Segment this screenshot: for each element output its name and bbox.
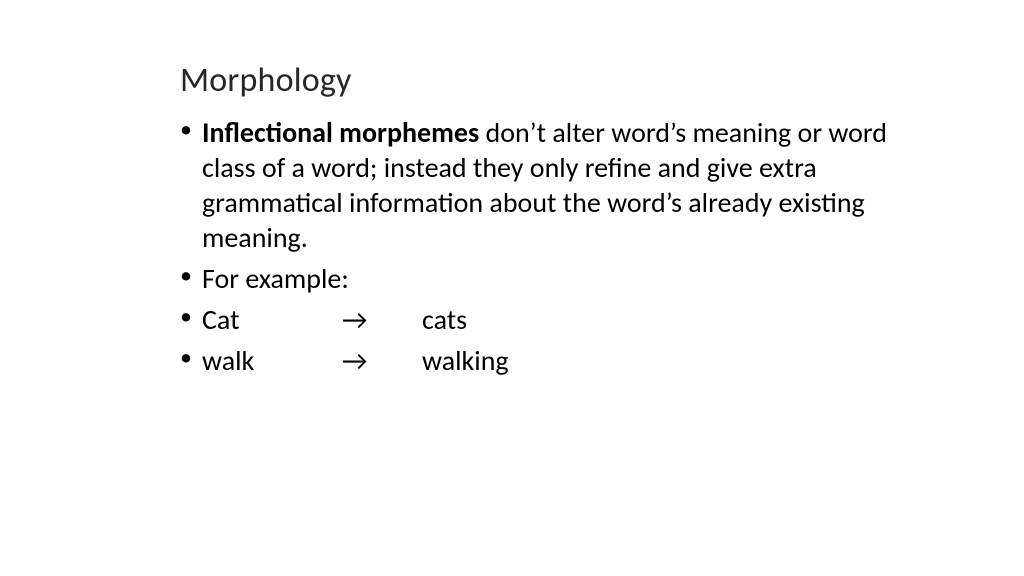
example-result: walking: [422, 343, 509, 378]
arrow-icon: →: [342, 343, 422, 378]
example-result: cats: [422, 302, 467, 337]
term-bold: Inflectional morphemes: [202, 115, 479, 150]
bullet-for-example: For example:: [180, 261, 924, 296]
example-word: Cat: [202, 302, 342, 337]
bullet-list: Inflectional morphemes don’t alter word’…: [180, 115, 924, 378]
slide: Morphology Inflectional morphemes don’t …: [0, 0, 1024, 576]
slide-title: Morphology: [180, 60, 924, 101]
arrow-icon: →: [342, 302, 422, 337]
bullet-definition: Inflectional morphemes don’t alter word’…: [180, 115, 924, 255]
bullet-example-2: walk → walking: [180, 343, 924, 378]
example-row: Cat → cats: [202, 302, 467, 337]
example-row: walk → walking: [202, 343, 509, 378]
example-word: walk: [202, 343, 342, 378]
bullet-example-1: Cat → cats: [180, 302, 924, 337]
